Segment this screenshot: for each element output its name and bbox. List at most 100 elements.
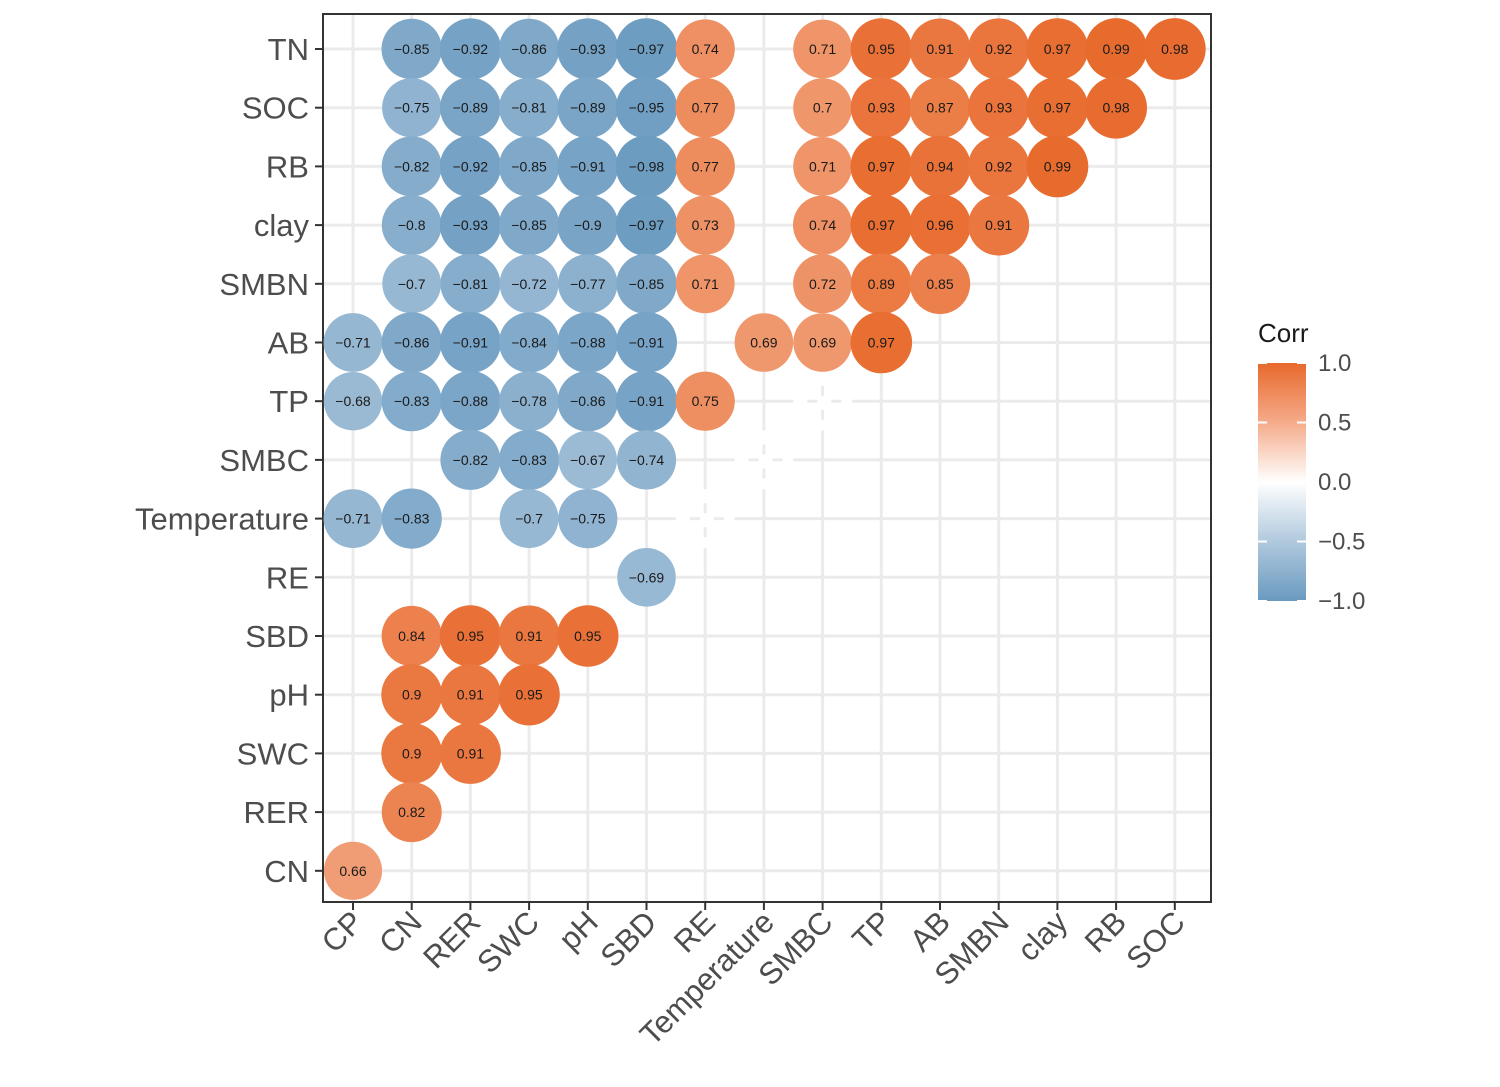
- correlation-circle: [850, 135, 913, 198]
- correlation-circle: [439, 312, 501, 373]
- correlation-value: 0.91: [457, 745, 484, 761]
- correlation-value: −0.92: [453, 158, 489, 174]
- correlation-circle: [440, 429, 501, 490]
- correlation-circle: [557, 18, 619, 80]
- correlation-value: −0.89: [570, 100, 606, 116]
- correlation-circle: [557, 371, 618, 432]
- correlation-circle: [439, 664, 501, 726]
- correlation-value: 0.71: [809, 158, 836, 174]
- correlation-circle: [615, 135, 678, 198]
- correlation-value: −0.82: [394, 158, 430, 174]
- correlation-value: −0.85: [511, 158, 547, 174]
- correlation-circle: [793, 254, 853, 314]
- correlation-circle: [909, 253, 971, 314]
- correlation-value: −0.91: [629, 393, 665, 409]
- axis-ticks: [315, 48, 1176, 910]
- correlation-value: −0.83: [394, 511, 430, 527]
- correlation-value: −0.86: [511, 41, 547, 57]
- correlation-circle: [909, 18, 971, 80]
- correlation-circle: [850, 253, 912, 315]
- y-axis-labels: TN SOC RB clay SMBN AB TP SMBC Temperature RE SBD p…: [135, 32, 310, 889]
- correlation-circle: [381, 312, 442, 373]
- correlation-circle: [440, 77, 501, 139]
- correlation-value: 0.99: [1102, 41, 1129, 57]
- correlation-value: −0.86: [570, 393, 606, 409]
- correlation-circle: [558, 430, 617, 490]
- correlation-value: 0.73: [692, 217, 719, 233]
- correlation-value: 0.77: [692, 100, 719, 116]
- correlation-circle: [439, 18, 501, 80]
- correlation-value: −0.74: [629, 452, 665, 468]
- correlation-value: −0.91: [629, 335, 665, 351]
- correlation-value: 0.66: [339, 863, 366, 879]
- panel-border: [322, 13, 1212, 903]
- x-tick-label: SWC: [470, 904, 546, 980]
- correlation-value: 0.95: [515, 687, 542, 703]
- correlation-value: −0.88: [453, 393, 489, 409]
- correlation-circle: [439, 722, 501, 784]
- y-tick-label: TN: [268, 32, 309, 67]
- correlation-circle: [850, 194, 913, 256]
- correlation-value: 0.7: [813, 100, 833, 116]
- correlation-value: 0.98: [1102, 100, 1129, 116]
- correlation-value: 0.71: [809, 41, 836, 57]
- correlation-value: 0.96: [926, 217, 953, 233]
- correlation-value: 0.69: [750, 335, 777, 351]
- y-tick-label: pH: [269, 678, 309, 713]
- legend-tick-label: 0.0: [1318, 469, 1351, 496]
- correlation-value: −0.93: [453, 217, 489, 233]
- correlation-circle: [498, 429, 560, 490]
- correlation-circle: [1026, 76, 1089, 139]
- correlation-value: 0.95: [868, 41, 895, 57]
- legend-title: Corr: [1258, 318, 1309, 348]
- correlation-circle: [439, 135, 501, 197]
- correlation-value: −0.83: [511, 452, 547, 468]
- correlation-circle: [323, 313, 383, 372]
- x-tick-label: RER: [416, 904, 487, 975]
- x-tick-label: CP: [315, 904, 370, 959]
- legend-tick-label: 1.0: [1318, 350, 1351, 377]
- correlation-value: −0.92: [453, 41, 489, 57]
- correlation-circle: [850, 18, 912, 80]
- correlation-circle: [617, 548, 676, 607]
- correlation-circle: [1143, 18, 1206, 80]
- correlation-circle: [439, 605, 502, 667]
- y-tick-label: clay: [254, 208, 310, 243]
- correlation-value: −0.88: [570, 335, 606, 351]
- correlation-value: −0.8: [398, 217, 426, 233]
- correlation-value: −0.98: [629, 158, 665, 174]
- correlation-value: −0.83: [394, 393, 430, 409]
- correlation-value: −0.75: [394, 100, 430, 116]
- correlation-value: 0.85: [926, 276, 953, 292]
- correlation-circle: [557, 312, 619, 373]
- correlation-circle: [1085, 76, 1147, 139]
- correlation-value: 0.97: [868, 335, 895, 351]
- correlation-value: 0.87: [926, 100, 953, 116]
- y-tick-label: SOC: [242, 91, 309, 126]
- correlation-value: −0.84: [511, 335, 547, 351]
- correlation-value: 0.94: [926, 158, 953, 174]
- correlation-value: 0.84: [398, 628, 425, 644]
- correlation-value: 0.97: [868, 158, 895, 174]
- correlation-circle: [323, 489, 383, 548]
- correlation-value: 0.97: [1044, 100, 1071, 116]
- correlation-circle: [675, 19, 735, 79]
- correlation-circle: [557, 194, 619, 256]
- correlation-circle: [616, 253, 677, 314]
- correlation-circle: [381, 664, 443, 726]
- y-tick-label: RE: [266, 560, 309, 595]
- y-tick-label: TP: [269, 384, 309, 419]
- correlation-value: 0.97: [1044, 41, 1071, 57]
- correlation-value: 0.91: [457, 687, 484, 703]
- legend: Corr 1.0 0.5 0.0 −0.5 −1.0: [1258, 318, 1365, 615]
- correlation-circle: [850, 311, 913, 374]
- correlation-circle: [616, 430, 677, 490]
- correlation-circle: [968, 135, 1030, 197]
- correlation-circle: [675, 371, 735, 431]
- correlation-circle: [381, 136, 442, 197]
- y-tick-label: SBD: [245, 619, 309, 654]
- correlation-circle: [499, 77, 560, 138]
- correlation-value: 0.91: [926, 41, 953, 57]
- correlation-circle: [793, 78, 852, 138]
